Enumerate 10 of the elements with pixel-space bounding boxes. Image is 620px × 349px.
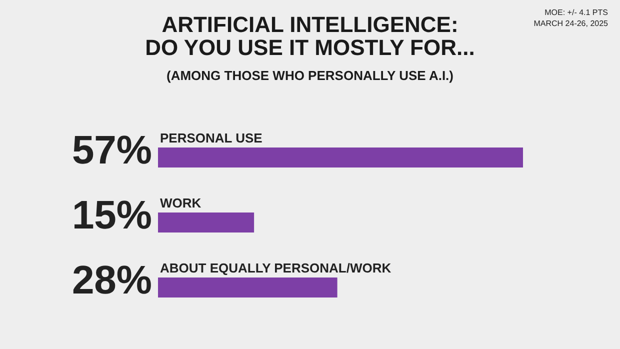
- data-label: 15%: [72, 194, 152, 238]
- y-tick-label: WORK: [160, 196, 202, 210]
- text: MOE: +/- 4.1 PTS: [544, 8, 608, 17]
- chart-title: ARTIFICIAL INTELLIGENCE: DO YOU USE IT MOSTLY FOR...: [145, 12, 475, 60]
- data-label: 57%: [72, 128, 152, 172]
- text: MARCH 24-26, 2025: [534, 19, 609, 28]
- data-label: 28%: [72, 258, 152, 302]
- y-tick-label: PERSONAL USE: [160, 130, 263, 146]
- chart-subtitle: (AMONG THOSE WHO PERSONALLY USE A.I.): [166, 68, 454, 83]
- y-tick-label: ABOUT EQUALLY PERSONAL/WORK: [160, 260, 392, 276]
